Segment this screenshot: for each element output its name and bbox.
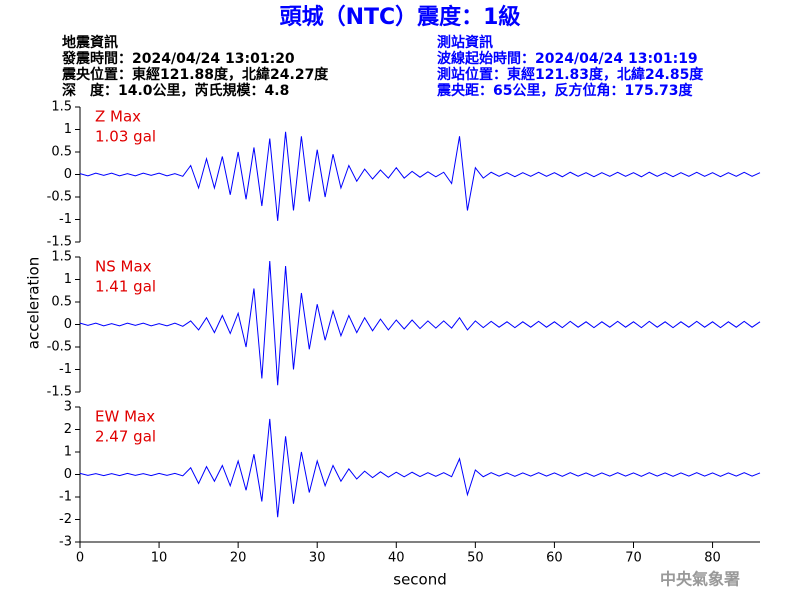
y-tick-label: -0.5 (47, 190, 72, 205)
x-tick-label: 80 (704, 551, 721, 566)
y-tick-label: -0.5 (47, 340, 72, 355)
info-right: 震央距：65公里，反方位角：175.73度 (436, 82, 694, 99)
title: 頭城（NTC）震度：1級 (280, 4, 521, 30)
y-tick-label: -1.5 (47, 235, 72, 250)
x-tick-label: 70 (625, 551, 642, 566)
y-tick-label: -3 (59, 535, 72, 550)
max-label: 1.41 gal (95, 278, 156, 296)
y-tick-label: -1 (59, 362, 72, 377)
info-right: 測站位置：東經121.83度，北緯24.85度 (437, 66, 704, 83)
y-tick-label: -1 (59, 212, 72, 227)
trace (79, 261, 761, 386)
y-tick-label: 0.5 (51, 295, 72, 310)
legend-name: NS Max (95, 258, 152, 276)
x-tick-label: 60 (546, 551, 563, 566)
y-tick-label: 1 (64, 445, 72, 460)
y-tick-label: 0 (64, 167, 72, 182)
y-tick-label: 1.5 (51, 100, 72, 115)
y-tick-label: 1.5 (51, 250, 72, 265)
y-tick-label: 0 (64, 467, 72, 482)
x-tick-label: 40 (388, 551, 405, 566)
y-tick-label: -2 (59, 512, 72, 527)
info-left: 發震時間：2024/04/24 13:01:20 (61, 50, 295, 67)
info-right: 波線起始時間：2024/04/24 13:01:19 (437, 50, 698, 67)
legend-name: Z Max (95, 108, 141, 126)
watermark: 中央氣象署 (660, 570, 740, 589)
trace (79, 131, 761, 221)
x-tick-label: 50 (467, 551, 484, 566)
y-tick-label: 2 (64, 422, 72, 437)
legend-name: EW Max (95, 408, 155, 426)
y-tick-label: 0 (64, 317, 72, 332)
y-axis-label: acceleration (25, 257, 43, 349)
info-right: 測站資訊 (437, 34, 493, 51)
y-tick-label: -1.5 (47, 385, 72, 400)
info-left: 深 度：14.0公里，芮氏規模：4.8 (62, 82, 289, 99)
y-tick-label: 1 (64, 272, 72, 287)
y-tick-label: 0.5 (51, 145, 72, 160)
x-tick-label: 0 (76, 551, 84, 566)
max-label: 1.03 gal (95, 128, 156, 146)
max-label: 2.47 gal (95, 428, 156, 446)
info-left: 震央位置：東經121.88度，北緯24.27度 (61, 66, 329, 83)
y-tick-label: 3 (64, 400, 72, 415)
x-tick-label: 30 (309, 551, 326, 566)
y-tick-label: 1 (64, 122, 72, 137)
info-left: 地震資訊 (62, 34, 118, 51)
x-tick-label: 10 (151, 551, 168, 566)
y-tick-label: -1 (59, 490, 72, 505)
trace (79, 418, 761, 518)
x-tick-label: 20 (230, 551, 247, 566)
x-axis-label: second (393, 571, 447, 589)
